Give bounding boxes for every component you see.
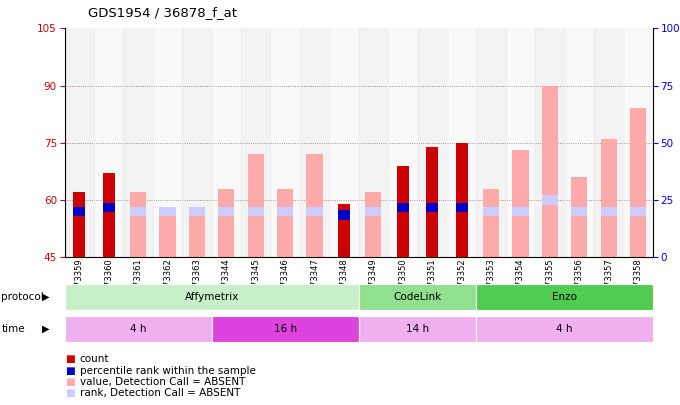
- Bar: [307, 207, 323, 216]
- Text: 4 h: 4 h: [556, 324, 573, 334]
- Text: Enzo: Enzo: [552, 292, 577, 302]
- Text: percentile rank within the sample: percentile rank within the sample: [80, 366, 256, 376]
- Text: value, Detection Call = ABSENT: value, Detection Call = ABSENT: [80, 377, 245, 387]
- Text: 14 h: 14 h: [406, 324, 429, 334]
- Text: GDS1954 / 36878_f_at: GDS1954 / 36878_f_at: [88, 6, 237, 19]
- Bar: [388, 28, 418, 257]
- Bar: [189, 207, 205, 216]
- Text: ▶: ▶: [42, 292, 50, 302]
- Bar: [307, 154, 323, 257]
- Text: CodeLink: CodeLink: [394, 292, 441, 302]
- Bar: [426, 203, 438, 212]
- Bar: [456, 203, 468, 212]
- Bar: [123, 28, 153, 257]
- Bar: [600, 207, 617, 216]
- Bar: [365, 192, 381, 257]
- Bar: [630, 207, 646, 216]
- Text: ■: ■: [65, 354, 74, 364]
- Bar: [359, 316, 476, 342]
- Bar: [73, 192, 85, 257]
- Bar: [103, 173, 115, 257]
- Bar: [153, 28, 182, 257]
- Bar: [211, 28, 241, 257]
- Bar: [218, 207, 235, 216]
- Bar: [359, 28, 388, 257]
- Bar: [476, 28, 506, 257]
- Bar: [271, 28, 300, 257]
- Bar: [338, 211, 350, 220]
- Text: rank, Detection Call = ABSENT: rank, Detection Call = ABSENT: [80, 388, 240, 399]
- Bar: [130, 192, 146, 257]
- Bar: [218, 189, 235, 257]
- Bar: [447, 28, 476, 257]
- Bar: [512, 207, 528, 216]
- Bar: [542, 195, 558, 205]
- Bar: [359, 284, 476, 310]
- Bar: [365, 207, 381, 216]
- Bar: [248, 154, 264, 257]
- Bar: [182, 28, 211, 257]
- Bar: [248, 207, 264, 216]
- Bar: [630, 109, 646, 257]
- Text: Affymetrix: Affymetrix: [184, 292, 239, 302]
- Bar: [512, 150, 528, 257]
- Bar: [624, 28, 653, 257]
- Bar: [483, 189, 499, 257]
- Text: time: time: [1, 324, 25, 334]
- Bar: [506, 28, 535, 257]
- Bar: [300, 28, 329, 257]
- Bar: [103, 203, 115, 212]
- Bar: [94, 28, 123, 257]
- Text: ▶: ▶: [42, 324, 50, 334]
- Bar: [594, 28, 624, 257]
- Bar: [329, 28, 358, 257]
- Bar: [535, 28, 564, 257]
- Bar: [542, 85, 558, 257]
- Text: protocol: protocol: [1, 292, 44, 302]
- Bar: [483, 207, 499, 216]
- Bar: [397, 203, 409, 212]
- Bar: [130, 207, 146, 216]
- Bar: [426, 147, 438, 257]
- Text: 4 h: 4 h: [130, 324, 146, 334]
- Bar: [211, 316, 358, 342]
- Bar: [277, 189, 293, 257]
- Text: count: count: [80, 354, 109, 364]
- Bar: [397, 166, 409, 257]
- Bar: [571, 207, 588, 216]
- Bar: [189, 208, 205, 257]
- Bar: [65, 316, 211, 342]
- Bar: [456, 143, 468, 257]
- Bar: [65, 28, 94, 257]
- Bar: [338, 204, 350, 257]
- Bar: [600, 139, 617, 257]
- Text: ■: ■: [65, 377, 74, 387]
- Bar: [277, 207, 293, 216]
- Bar: [159, 211, 175, 257]
- Bar: [476, 316, 653, 342]
- Bar: [159, 207, 175, 216]
- Bar: [564, 28, 594, 257]
- Text: ■: ■: [65, 388, 74, 399]
- Bar: [73, 207, 85, 216]
- Bar: [65, 284, 358, 310]
- Bar: [476, 284, 653, 310]
- Text: 16 h: 16 h: [273, 324, 296, 334]
- Bar: [241, 28, 271, 257]
- Bar: [571, 177, 588, 257]
- Text: ■: ■: [65, 366, 74, 376]
- Bar: [418, 28, 447, 257]
